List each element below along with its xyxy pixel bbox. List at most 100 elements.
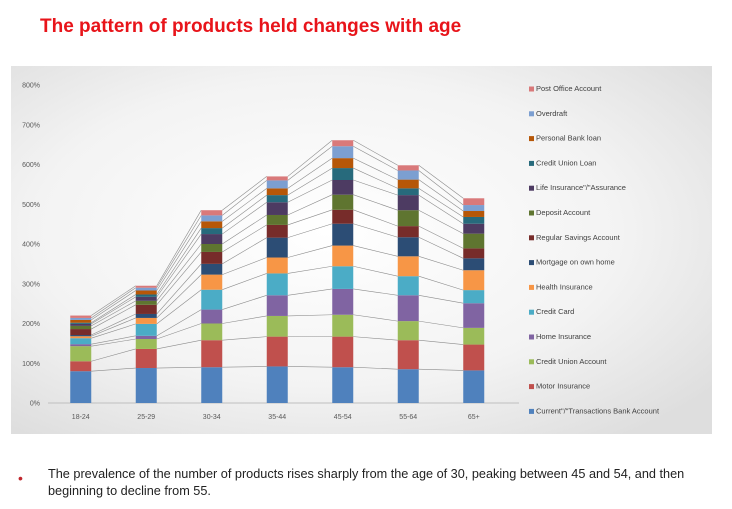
bar-segment bbox=[266, 273, 288, 296]
bar-segment bbox=[332, 168, 354, 181]
legend-label: Credit Union Account bbox=[536, 357, 607, 366]
series-line bbox=[156, 210, 202, 286]
legend-label: Overdraft bbox=[536, 109, 568, 118]
series-line bbox=[287, 209, 333, 226]
bar-segment bbox=[397, 321, 419, 341]
y-tick-label: 400% bbox=[22, 242, 40, 249]
y-tick-labels: 0% 100% 200% 300% 400% 500% 600% 700% 800% bbox=[22, 83, 40, 408]
series-line bbox=[222, 202, 267, 235]
y-tick-label: 600% bbox=[22, 162, 40, 169]
bar-segment bbox=[201, 340, 223, 368]
bar-segment bbox=[135, 287, 157, 291]
bar-segment bbox=[332, 209, 354, 224]
bar-segment bbox=[266, 224, 288, 238]
series-line bbox=[222, 315, 267, 324]
series-line bbox=[91, 335, 136, 345]
series-line bbox=[222, 257, 267, 275]
series-line bbox=[91, 313, 136, 336]
bar-segment bbox=[135, 317, 157, 324]
series-line bbox=[353, 265, 398, 277]
series-line bbox=[91, 304, 136, 330]
bar-segment bbox=[332, 314, 354, 337]
legend-label: Mortgage on own home bbox=[536, 258, 615, 267]
bar-segment bbox=[266, 336, 288, 367]
bar-segment bbox=[332, 140, 354, 147]
series-line bbox=[353, 145, 398, 171]
series-line bbox=[418, 209, 464, 234]
legend-swatch bbox=[529, 284, 534, 290]
series-line bbox=[418, 275, 464, 291]
series-line bbox=[418, 368, 464, 371]
bar-segment bbox=[463, 344, 485, 371]
bar-segment bbox=[397, 340, 419, 370]
series-line bbox=[418, 256, 464, 271]
bar-segment bbox=[266, 366, 288, 403]
x-tick-label: 65+ bbox=[468, 414, 480, 421]
bar-segment bbox=[332, 336, 354, 368]
bar-segment bbox=[397, 276, 419, 296]
bar-segment bbox=[201, 234, 223, 244]
series-line bbox=[156, 289, 202, 325]
legend-label: Credit Union Loan bbox=[536, 158, 596, 167]
series-line bbox=[418, 294, 464, 304]
series-line bbox=[353, 336, 398, 341]
bar-segment bbox=[135, 339, 157, 349]
bar-segment bbox=[463, 198, 485, 206]
bar-segment bbox=[332, 194, 354, 210]
legend-swatch bbox=[529, 384, 534, 390]
legend-swatch bbox=[529, 136, 534, 142]
series-line bbox=[353, 245, 398, 257]
bar-segment bbox=[70, 319, 92, 323]
bar-segment bbox=[266, 195, 288, 203]
bar-segment bbox=[397, 256, 419, 277]
bar-segment bbox=[135, 294, 157, 297]
legend-swatch bbox=[529, 185, 534, 191]
bar-segment bbox=[463, 303, 485, 328]
series-line bbox=[418, 225, 464, 249]
series-line bbox=[418, 179, 464, 212]
series-line bbox=[91, 367, 136, 372]
series-line bbox=[287, 288, 333, 296]
bar-segment bbox=[397, 179, 419, 189]
bar-segment bbox=[135, 290, 157, 295]
series-line bbox=[418, 320, 464, 329]
series-line bbox=[91, 285, 136, 316]
y-tick-label: 200% bbox=[22, 321, 40, 328]
series-line bbox=[222, 224, 267, 253]
legend-label: Regular Savings Account bbox=[536, 233, 621, 242]
bar-segment bbox=[135, 296, 157, 301]
bar-segment bbox=[70, 338, 92, 345]
legend-swatch bbox=[529, 160, 534, 166]
legend-label: Deposit Account bbox=[536, 208, 591, 217]
series-line bbox=[91, 323, 136, 339]
bar-segment bbox=[332, 158, 354, 169]
legend-label: Life Insurance"/"Assurance bbox=[536, 183, 626, 192]
series-line bbox=[418, 339, 464, 345]
series-line bbox=[222, 194, 267, 229]
bar-segment bbox=[135, 335, 157, 340]
bar-segment bbox=[397, 226, 419, 238]
series-line bbox=[156, 263, 202, 315]
bar-segment bbox=[201, 274, 223, 290]
bar-segment bbox=[397, 237, 419, 257]
bar-segment bbox=[70, 335, 92, 337]
bar-segment bbox=[201, 215, 223, 222]
bar-segment bbox=[70, 346, 92, 362]
bar-segment bbox=[70, 322, 92, 324]
bar-segment bbox=[332, 180, 354, 195]
series-line bbox=[222, 188, 267, 222]
series-line bbox=[287, 314, 333, 317]
series-line bbox=[353, 366, 398, 370]
series-line bbox=[156, 233, 202, 298]
legend-label: Post Office Account bbox=[536, 84, 602, 93]
bar-segment bbox=[332, 223, 354, 246]
series-line bbox=[222, 366, 267, 368]
bar-segment bbox=[70, 325, 92, 330]
series-line bbox=[287, 167, 333, 196]
series-line bbox=[222, 176, 267, 211]
bar-segment bbox=[332, 266, 354, 289]
series-line bbox=[418, 236, 464, 259]
legend-swatch bbox=[529, 86, 534, 92]
legend-swatch bbox=[529, 210, 534, 216]
x-tick-label: 55-64 bbox=[399, 414, 417, 421]
